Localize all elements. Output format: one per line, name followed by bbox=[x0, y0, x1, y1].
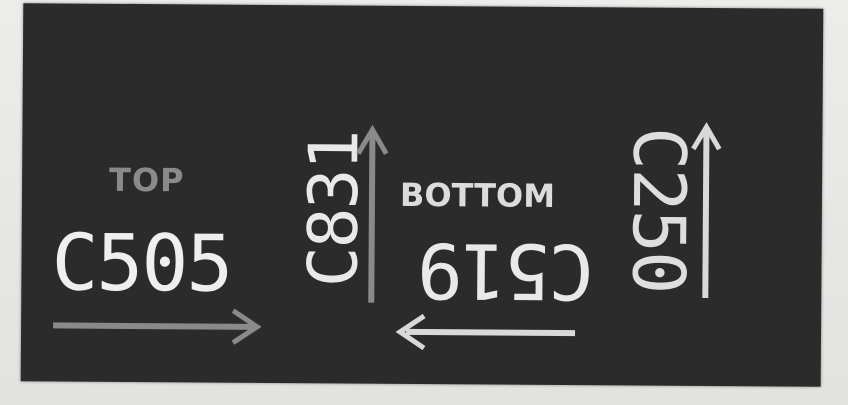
arrow-left-icon bbox=[395, 313, 576, 351]
arrow-up-icon bbox=[356, 124, 389, 303]
arrow-right-icon bbox=[53, 308, 262, 345]
arrow-up-icon bbox=[691, 122, 722, 299]
label-panel: TOP C505 C831 BOTTOM C519 C250 bbox=[20, 3, 824, 387]
direction-arrows bbox=[53, 122, 722, 351]
